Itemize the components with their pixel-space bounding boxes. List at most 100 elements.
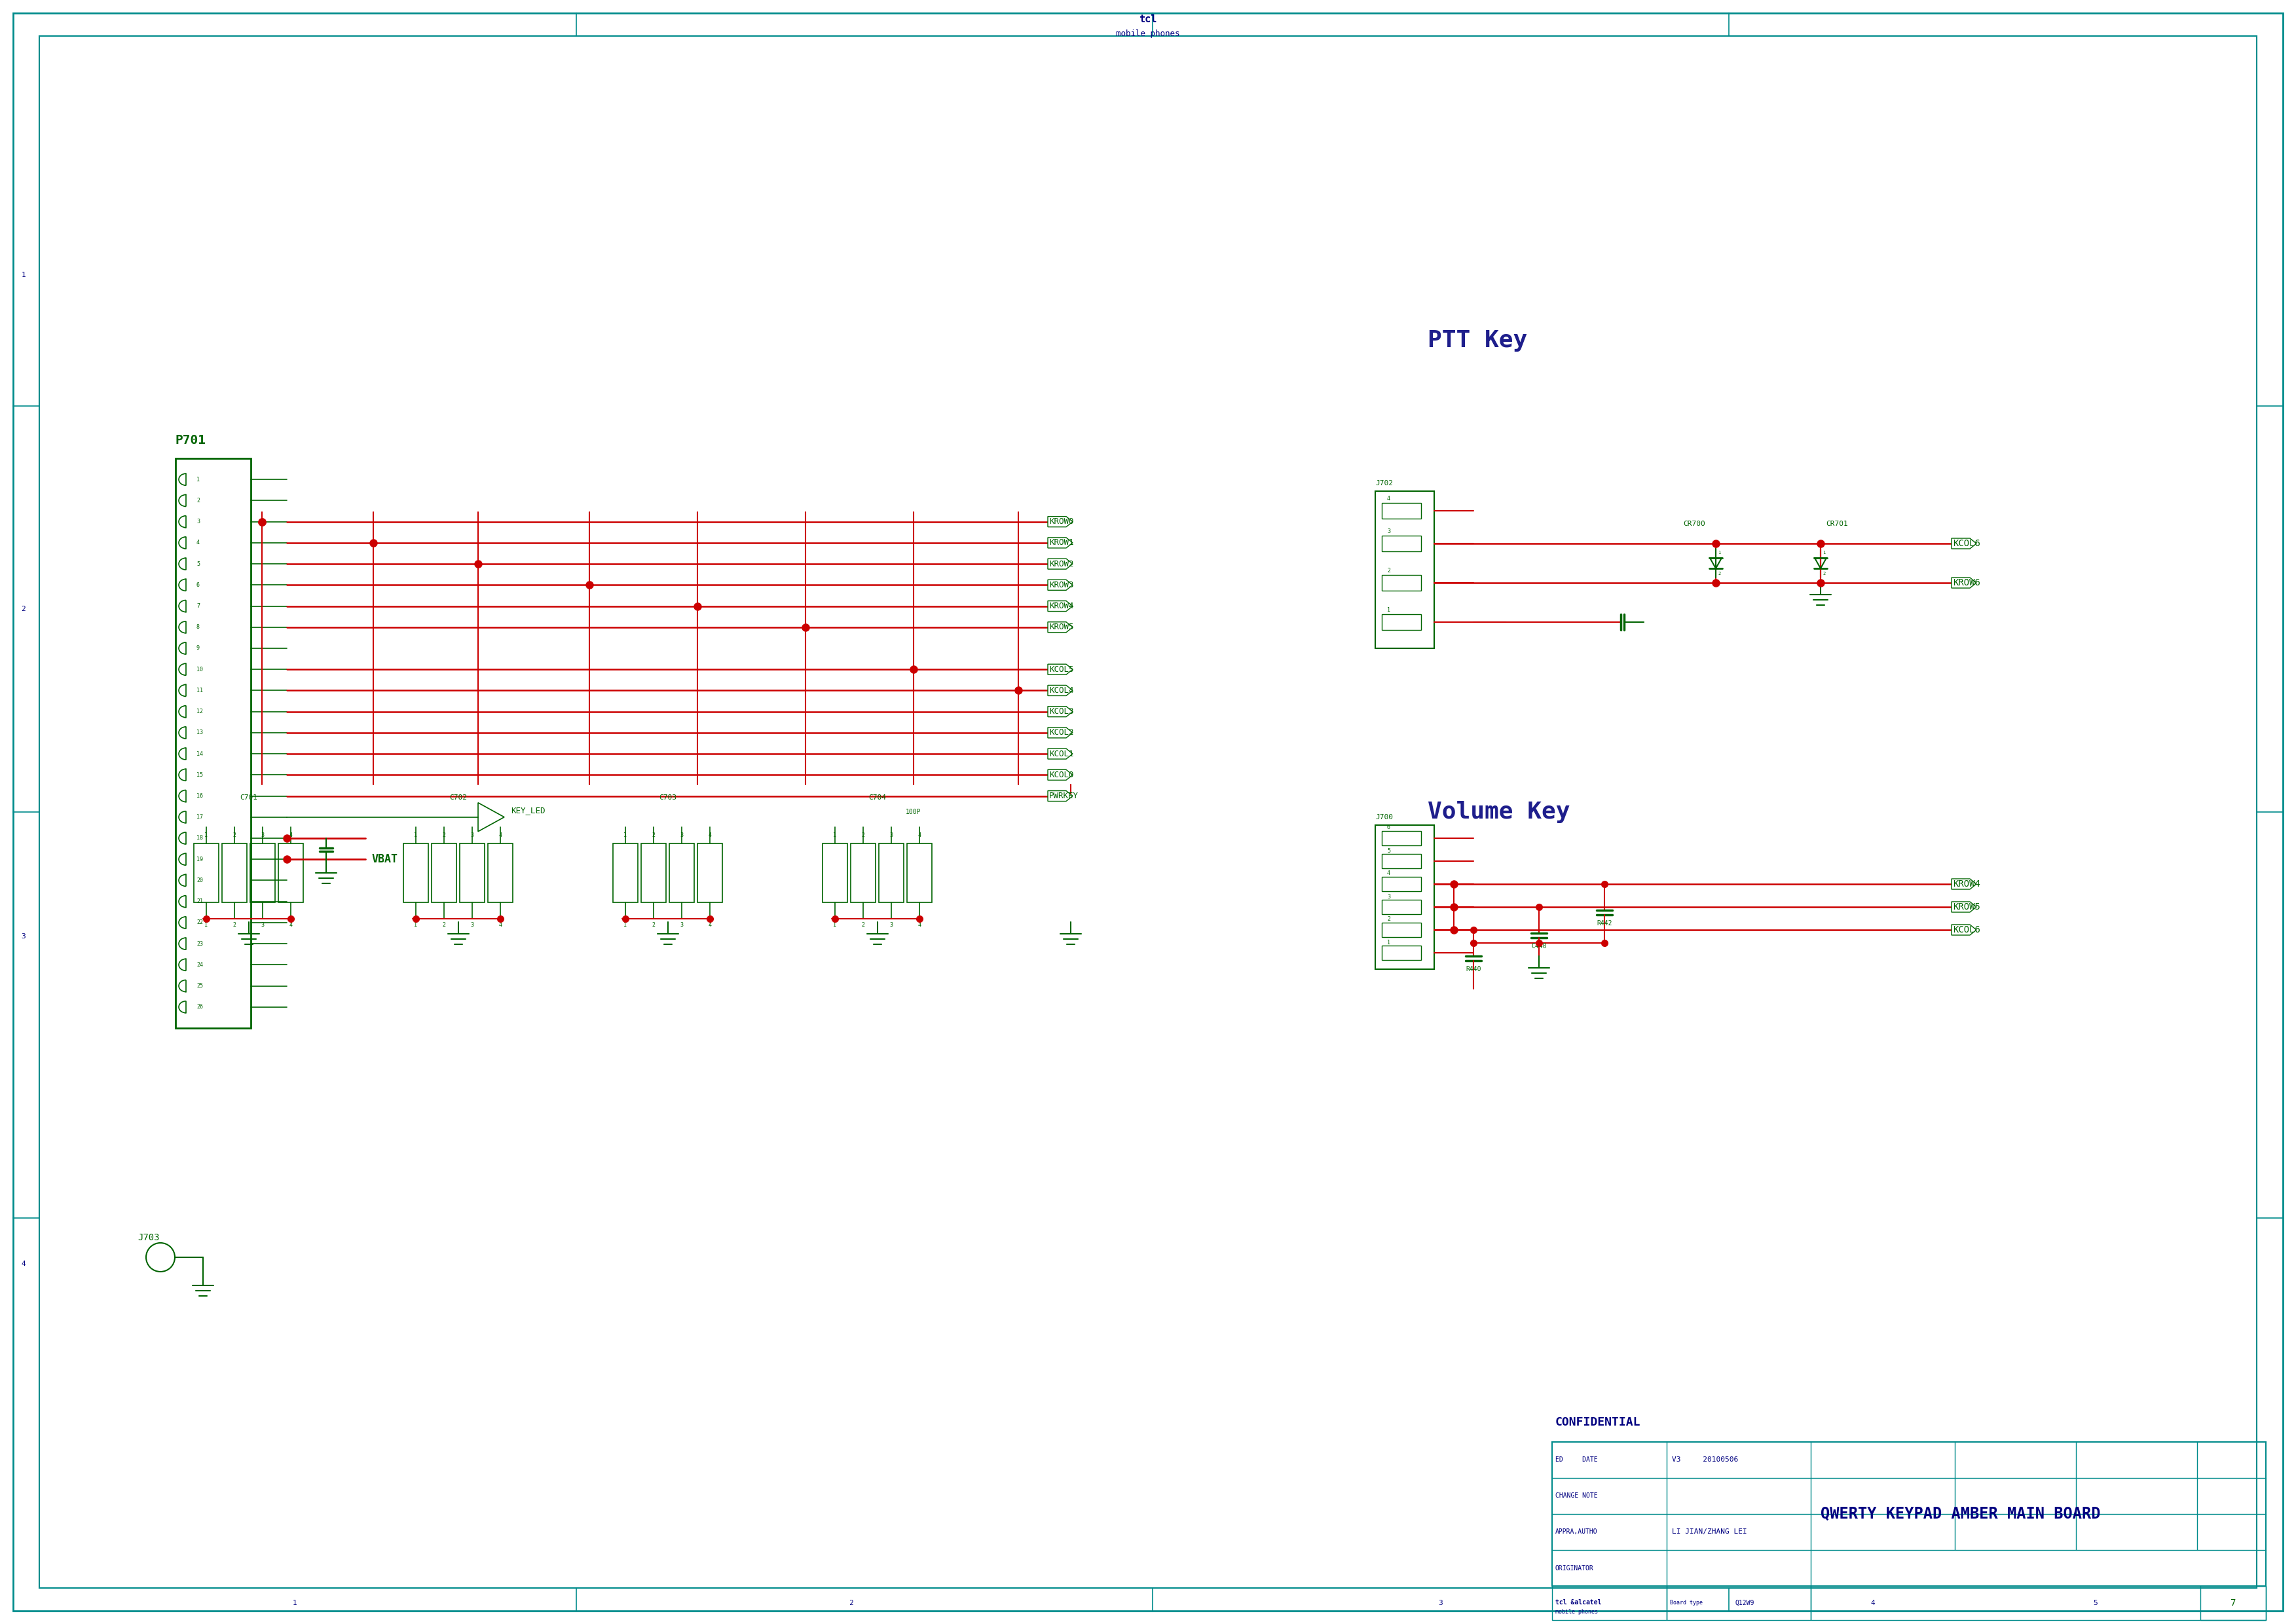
Text: 1: 1 [1717, 551, 1720, 555]
Text: 4: 4 [289, 922, 292, 929]
Polygon shape [1047, 559, 1072, 568]
Text: C701: C701 [241, 794, 257, 801]
Text: 2: 2 [1823, 572, 1825, 575]
Bar [879, 843, 905, 903]
Bar [174, 458, 250, 1028]
Text: 19: 19 [197, 856, 202, 862]
Text: 2: 2 [861, 833, 866, 838]
Text: 4: 4 [1871, 1600, 1876, 1606]
Text: tcl: tcl [1139, 15, 1157, 24]
Polygon shape [1952, 924, 1977, 935]
Text: C703: C703 [659, 794, 677, 801]
Text: KROW1: KROW1 [1049, 539, 1075, 547]
Text: LI JIAN/ZHANG LEI: LI JIAN/ZHANG LEI [1671, 1528, 1747, 1535]
Text: C704: C704 [868, 794, 886, 801]
Text: J703: J703 [138, 1233, 158, 1242]
Bar [1382, 503, 1421, 518]
Text: 21: 21 [197, 898, 202, 905]
Text: 3: 3 [1387, 893, 1391, 900]
Text: 12: 12 [197, 708, 202, 715]
Polygon shape [1047, 664, 1072, 674]
Bar [2200, 1587, 2266, 1621]
Text: 23: 23 [197, 940, 202, 947]
Polygon shape [1952, 879, 1977, 890]
Text: ED     DATE: ED DATE [1554, 1457, 1598, 1463]
Bar [1382, 922, 1421, 937]
Text: 2: 2 [861, 922, 866, 929]
Text: QWERTY KEYPAD AMBER MAIN BOARD: QWERTY KEYPAD AMBER MAIN BOARD [1821, 1505, 2101, 1522]
Text: 1: 1 [1823, 551, 1825, 555]
Text: C702: C702 [450, 794, 468, 801]
Text: 3: 3 [471, 922, 473, 929]
Text: J700: J700 [1375, 814, 1394, 820]
Bar [404, 843, 429, 903]
Polygon shape [1047, 685, 1072, 695]
Bar [1375, 490, 1435, 648]
Text: 100P: 100P [907, 809, 921, 815]
Bar [1382, 831, 1421, 846]
Bar [223, 843, 248, 903]
Text: 13: 13 [197, 729, 202, 736]
Text: 4: 4 [498, 833, 503, 838]
Bar [1382, 575, 1421, 591]
Text: 2: 2 [850, 1600, 854, 1606]
Polygon shape [1047, 770, 1072, 780]
Text: CR701: CR701 [1825, 521, 1848, 528]
Text: ORIGINATOR: ORIGINATOR [1554, 1566, 1593, 1572]
Polygon shape [1047, 601, 1072, 611]
Text: 1: 1 [413, 833, 418, 838]
Text: 5: 5 [2094, 1600, 2099, 1606]
Text: 1: 1 [1387, 607, 1391, 614]
Text: KROW3: KROW3 [1049, 581, 1075, 590]
Text: 2: 2 [652, 833, 654, 838]
Text: 2: 2 [232, 922, 236, 929]
Text: 22: 22 [197, 919, 202, 926]
Text: tcl &alcatel: tcl &alcatel [1554, 1600, 1603, 1606]
Text: APPRA,AUTHO: APPRA,AUTHO [1554, 1528, 1598, 1535]
Text: VBAT: VBAT [372, 853, 397, 866]
Text: 1: 1 [21, 271, 25, 278]
Bar [1382, 877, 1421, 892]
Text: 24: 24 [197, 961, 202, 968]
Bar [1382, 854, 1421, 869]
Text: 1: 1 [197, 476, 200, 482]
Text: 16: 16 [197, 793, 202, 799]
Text: 2: 2 [1717, 572, 1720, 575]
Text: 4: 4 [498, 922, 503, 929]
Text: 1: 1 [833, 833, 836, 838]
Text: 4: 4 [1387, 495, 1391, 502]
Text: 7: 7 [197, 603, 200, 609]
Text: 4: 4 [21, 1260, 25, 1267]
Text: 2: 2 [443, 833, 445, 838]
Text: KROW5: KROW5 [1954, 903, 1979, 911]
Bar [670, 843, 693, 903]
Polygon shape [1047, 728, 1072, 737]
Bar [1382, 900, 1421, 914]
Text: 1: 1 [204, 833, 209, 838]
Text: V3     20100506: V3 20100506 [1671, 1457, 1738, 1463]
Text: KCOL6: KCOL6 [1954, 926, 1979, 934]
Text: 1: 1 [413, 922, 418, 929]
Text: 3: 3 [21, 934, 25, 940]
Text: 14: 14 [197, 750, 202, 757]
Text: 2: 2 [1387, 916, 1391, 922]
Text: 3: 3 [262, 833, 264, 838]
Text: R440: R440 [1465, 966, 1481, 973]
Bar [852, 843, 875, 903]
Text: 10: 10 [197, 666, 202, 672]
Text: Volume Key: Volume Key [1428, 801, 1570, 823]
Text: 3: 3 [262, 922, 264, 929]
Text: J702: J702 [1375, 481, 1394, 487]
Text: 4: 4 [1387, 870, 1391, 877]
Polygon shape [1047, 622, 1072, 632]
Text: 2: 2 [652, 922, 654, 929]
Text: 20: 20 [197, 877, 202, 883]
Text: P701: P701 [174, 434, 207, 447]
Text: KCOL3: KCOL3 [1049, 708, 1075, 716]
Bar [1382, 614, 1421, 630]
Bar [698, 843, 723, 903]
Polygon shape [1047, 580, 1072, 590]
Polygon shape [1952, 578, 1977, 588]
Bar [250, 843, 276, 903]
Bar [613, 843, 638, 903]
